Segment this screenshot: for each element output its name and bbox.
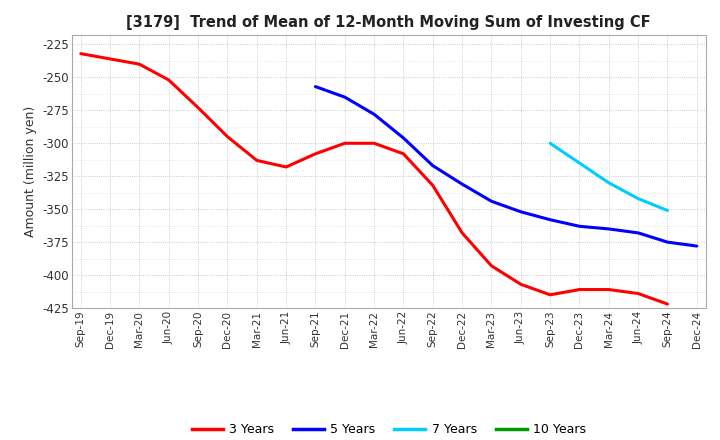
Title: [3179]  Trend of Mean of 12-Month Moving Sum of Investing CF: [3179] Trend of Mean of 12-Month Moving …	[127, 15, 651, 30]
Legend: 3 Years, 5 Years, 7 Years, 10 Years: 3 Years, 5 Years, 7 Years, 10 Years	[186, 418, 591, 440]
Y-axis label: Amount (million yen): Amount (million yen)	[24, 106, 37, 237]
